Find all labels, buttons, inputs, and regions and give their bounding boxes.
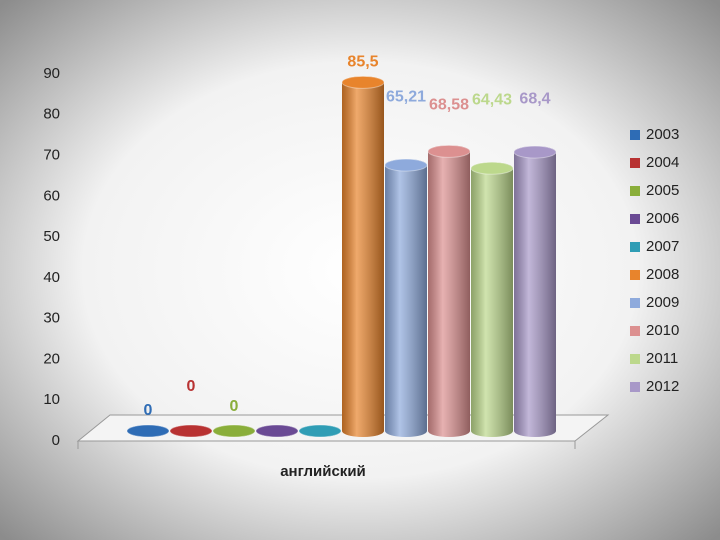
bar-top	[126, 424, 170, 438]
legend-swatch	[630, 326, 640, 336]
y-tick-label: 50	[43, 228, 60, 245]
data-label: 0	[144, 402, 153, 419]
bar-top	[169, 424, 213, 438]
legend-label: 2004	[646, 154, 679, 171]
legend-label: 2005	[646, 182, 679, 199]
legend-label: 2009	[646, 294, 679, 311]
y-tick-label: 30	[43, 310, 60, 327]
bar-top	[298, 424, 342, 438]
legend-label: 2008	[646, 266, 679, 283]
bar-shade	[342, 76, 384, 437]
legend-label: 2007	[646, 238, 679, 255]
bar-top	[427, 144, 471, 158]
bar-shade	[385, 159, 427, 437]
y-tick-label: 70	[43, 147, 60, 164]
data-label: 64,43	[472, 91, 512, 108]
data-label: 68,58	[429, 97, 469, 114]
bar-top	[212, 424, 256, 438]
legend-swatch	[630, 158, 640, 168]
legend-label: 2006	[646, 210, 679, 227]
legend-label: 2003	[646, 126, 679, 143]
x-tick-label: английский	[280, 463, 366, 480]
legend-swatch	[630, 270, 640, 280]
data-label: 0	[230, 398, 239, 415]
legend-swatch	[630, 214, 640, 224]
bar-top	[470, 161, 514, 175]
legend-label: 2012	[646, 378, 679, 395]
legend-label: 2011	[646, 350, 678, 367]
legend-swatch	[630, 354, 640, 364]
y-tick-label: 40	[43, 269, 60, 286]
bar-shade	[471, 162, 513, 437]
legend-label: 2010	[646, 322, 679, 339]
bar-shade	[514, 146, 556, 437]
y-tick-label: 60	[43, 187, 60, 204]
data-label: 68,4	[519, 90, 550, 107]
y-tick-label: 0	[52, 432, 60, 449]
bar-shade	[428, 145, 470, 437]
data-label: 65,21	[386, 88, 426, 105]
legend-swatch	[630, 186, 640, 196]
y-tick-label: 10	[43, 391, 60, 408]
legend-swatch	[630, 382, 640, 392]
bar-top	[384, 158, 428, 172]
y-tick-label: 20	[43, 350, 60, 367]
y-tick-label: 80	[43, 106, 60, 123]
legend-swatch	[630, 298, 640, 308]
legend-swatch	[630, 242, 640, 252]
bar-top	[513, 145, 557, 159]
bar-top	[341, 75, 385, 89]
data-label: 0	[187, 378, 196, 395]
data-label: 85,5	[347, 54, 378, 71]
bar-top	[255, 424, 299, 438]
legend-swatch	[630, 130, 640, 140]
y-tick-label: 90	[43, 65, 60, 82]
